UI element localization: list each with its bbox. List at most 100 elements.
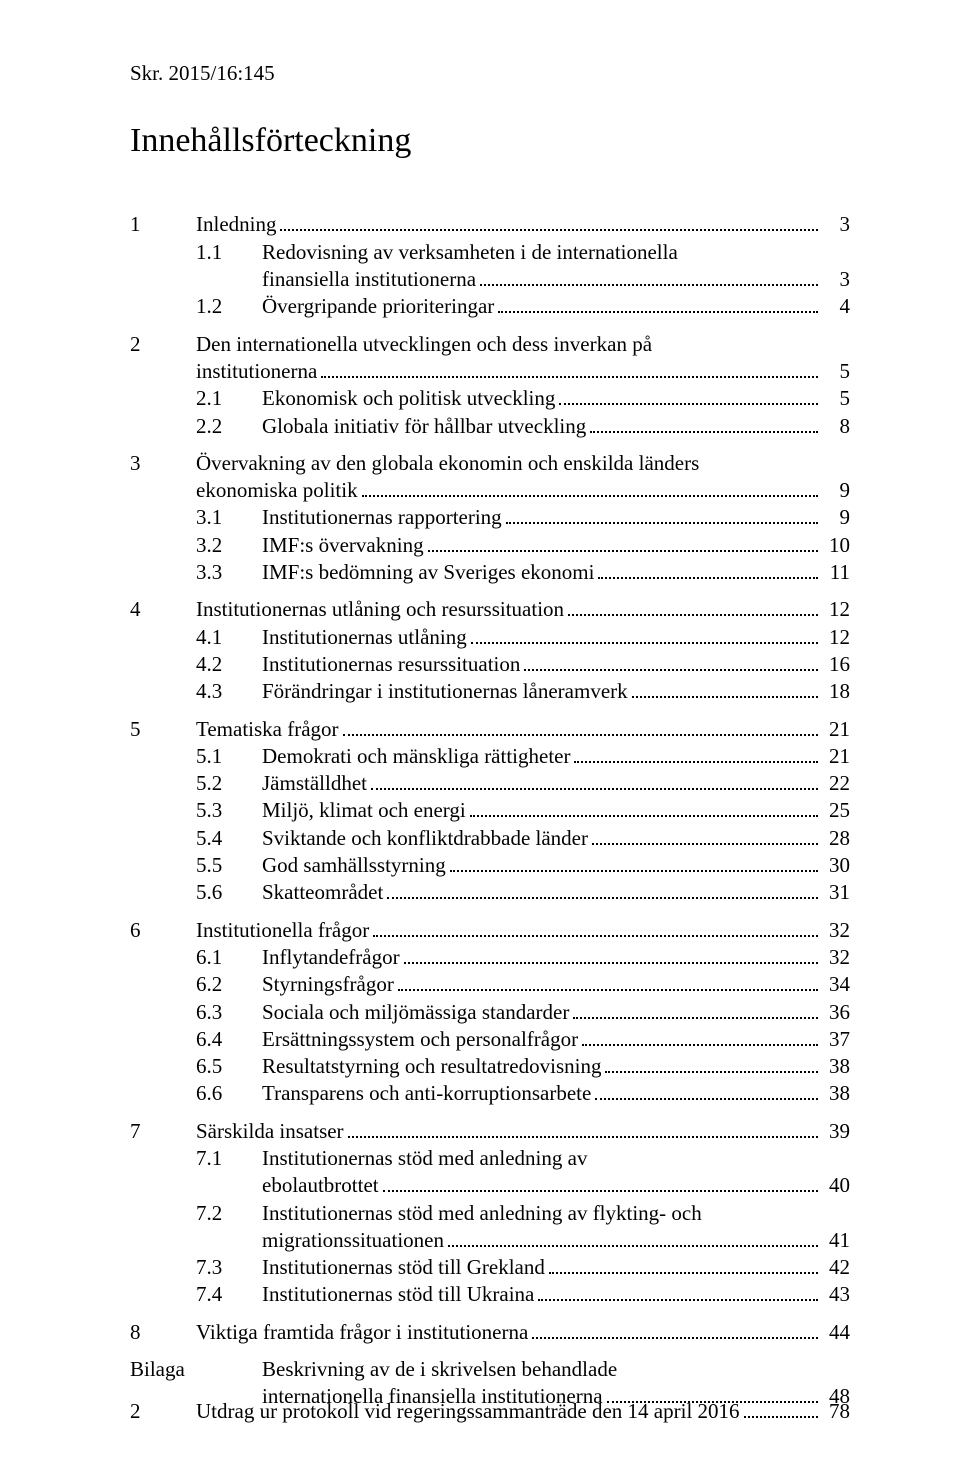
toc-row: 3Övervakning av den globala ekonomin och… <box>130 450 850 477</box>
toc-label: Resultatstyrning och resultatredovisning <box>262 1053 601 1080</box>
toc-page: 36 <box>822 999 850 1026</box>
toc-label: Institutionernas stöd till Grekland <box>262 1254 545 1281</box>
toc-row: 5Tematiska frågor21 <box>130 716 850 743</box>
toc-row: 3.1Institutionernas rapportering9 <box>130 504 850 531</box>
toc-row: BilagaBeskrivning av de i skrivelsen beh… <box>130 1356 850 1383</box>
toc-number: 6.1 <box>130 944 262 971</box>
toc-row: 7Särskilda insatser39 <box>130 1118 850 1145</box>
toc-number: 6.4 <box>130 1026 262 1053</box>
document-reference: Skr. 2015/16:145 <box>130 60 850 87</box>
toc-label: God samhällsstyrning <box>262 852 446 879</box>
leader-dots <box>498 295 818 314</box>
toc-label: Institutionella frågor <box>196 917 369 944</box>
leader-dots <box>744 1399 818 1418</box>
toc-page: 3 <box>822 211 850 238</box>
toc-page: 44 <box>822 1319 850 1346</box>
toc-number: 7.2 <box>130 1200 262 1227</box>
leader-dots <box>348 1119 818 1138</box>
leader-dots <box>532 1320 818 1339</box>
toc-label: Den internationella utvecklingen och des… <box>196 331 652 358</box>
toc-page: 3 <box>822 266 850 293</box>
toc-label: ebolautbrottet <box>262 1172 379 1199</box>
toc-number: 5.4 <box>130 825 262 852</box>
toc-row-continuation: institutionerna5 <box>130 358 850 385</box>
toc-row: 6.2Styrningsfrågor34 <box>130 971 850 998</box>
leader-dots <box>632 679 818 698</box>
toc-group: 5Tematiska frågor215.1Demokrati och mäns… <box>130 716 850 907</box>
toc-number: 5.1 <box>130 743 262 770</box>
footer-label: Utdrag ur protokoll vid regeringssammant… <box>196 1398 740 1425</box>
leader-dots <box>605 1054 818 1073</box>
toc-label: Tematiska frågor <box>196 716 339 743</box>
toc-label: Institutionernas resurssituation <box>262 651 520 678</box>
toc-row-continuation: ekonomiska politik 9 <box>130 477 850 504</box>
toc-row: 6.1Inflytandefrågor32 <box>130 944 850 971</box>
toc-label: ekonomiska politik <box>196 477 358 504</box>
toc-row: 5.5God samhällsstyrning30 <box>130 852 850 879</box>
toc-row: 4Institutionernas utlåning och resurssit… <box>130 596 850 623</box>
toc-number: 3.1 <box>130 504 262 531</box>
toc-label: Institutionernas stöd till Ukraina <box>262 1281 534 1308</box>
toc-row: 6.5Resultatstyrning och resultatredovisn… <box>130 1053 850 1080</box>
toc-page: 10 <box>822 532 850 559</box>
toc-row: 4.3Förändringar i institutionernas låner… <box>130 678 850 705</box>
toc-row-continuation: ebolautbrottet40 <box>130 1172 850 1199</box>
toc-row: 5.6Skatteområdet31 <box>130 879 850 906</box>
toc-page: 12 <box>822 596 850 623</box>
toc-number: 3.2 <box>130 532 262 559</box>
toc-row: 3.3IMF:s bedömning av Sveriges ekonomi11 <box>130 559 850 586</box>
toc-group: 3Övervakning av den globala ekonomin och… <box>130 450 850 586</box>
leader-dots <box>592 826 818 845</box>
table-of-contents: 1Inledning31.1Redovisning av verksamhete… <box>130 211 850 1410</box>
toc-label: finansiella institutionerna <box>262 266 476 293</box>
toc-page: 8 <box>822 413 850 440</box>
toc-row: 1.1Redovisning av verksamheten i de inte… <box>130 239 850 266</box>
toc-page: 21 <box>822 716 850 743</box>
leader-dots <box>568 598 818 617</box>
toc-row: 2.2Globala initiativ för hållbar utveckl… <box>130 413 850 440</box>
toc-group: 2Den internationella utvecklingen och de… <box>130 331 850 440</box>
toc-number: 5.6 <box>130 879 262 906</box>
toc-page: 5 <box>822 385 850 412</box>
toc-number: 2.2 <box>130 413 262 440</box>
toc-label: Ekonomisk och politisk utveckling <box>262 385 555 412</box>
toc-number: 5.3 <box>130 797 262 824</box>
page: Skr. 2015/16:145 Innehållsförteckning 1I… <box>0 0 960 1479</box>
leader-dots <box>428 533 818 552</box>
toc-page: 28 <box>822 825 850 852</box>
toc-label: Sviktande och konfliktdrabbade länder <box>262 825 588 852</box>
toc-row: 3.2IMF:s övervakning 10 <box>130 532 850 559</box>
leader-dots <box>559 386 818 405</box>
toc-row: 6.4Ersättningssystem och personalfrågor3… <box>130 1026 850 1053</box>
toc-page: 9 <box>822 477 850 504</box>
toc-row-continuation: finansiella institutionerna 3 <box>130 266 850 293</box>
toc-number: 6.2 <box>130 971 262 998</box>
toc-number: 1.2 <box>130 293 262 320</box>
toc-row: 4.1Institutionernas utlåning12 <box>130 624 850 651</box>
toc-row: 5.2Jämställdhet22 <box>130 770 850 797</box>
toc-number: 7.1 <box>130 1145 262 1172</box>
toc-label: migrationssituationen <box>262 1227 444 1254</box>
toc-label: Miljö, klimat och energi <box>262 797 466 824</box>
toc-number: 4.3 <box>130 678 262 705</box>
toc-row: 8Viktiga framtida frågor i institutioner… <box>130 1319 850 1346</box>
leader-dots <box>373 918 818 937</box>
toc-page: 41 <box>822 1227 850 1254</box>
toc-label: IMF:s övervakning <box>262 532 424 559</box>
toc-page: 16 <box>822 651 850 678</box>
leader-dots <box>398 972 818 991</box>
leader-dots <box>590 414 818 433</box>
toc-label: Beskrivning av de i skrivelsen behandlad… <box>262 1356 617 1383</box>
leader-dots <box>448 1228 818 1247</box>
toc-label: Transparens och anti-korruptionsarbete <box>262 1080 591 1107</box>
leader-dots <box>387 881 818 900</box>
toc-label: Övergripande prioriteringar <box>262 293 494 320</box>
leader-dots <box>573 1000 818 1019</box>
toc-label: Sociala och miljömässiga standarder <box>262 999 569 1026</box>
toc-page: 5 <box>822 358 850 385</box>
toc-group: 4Institutionernas utlåning och resurssit… <box>130 596 850 705</box>
toc-number: 1.1 <box>130 239 262 266</box>
toc-number: 3 <box>130 450 196 477</box>
toc-page: 30 <box>822 852 850 879</box>
toc-page: 21 <box>822 743 850 770</box>
